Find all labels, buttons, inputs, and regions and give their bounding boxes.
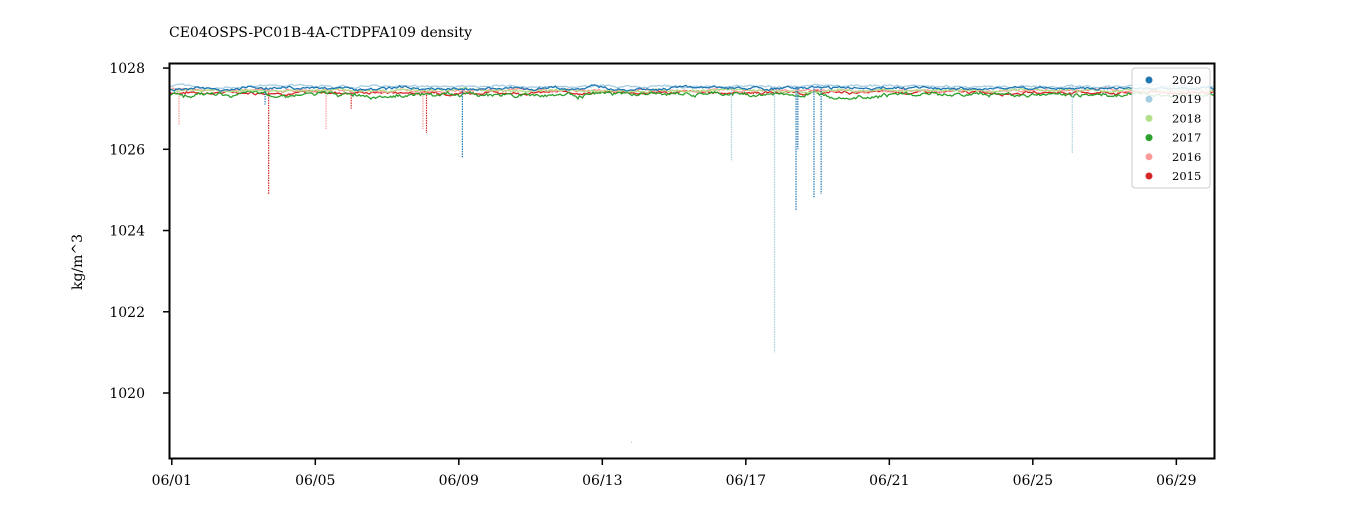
plot-frame [168,62,1216,460]
x-tick-label: 06/21 [869,473,909,489]
data-point [631,441,633,443]
y-axis: 1020 1022 1024 1026 1028 [109,61,169,402]
legend-label-2018: 2018 [1172,111,1201,125]
y-tick-label: 1020 [109,386,145,402]
legend-marker-2020 [1145,76,1153,84]
chart-title: CE04OSPS-PC01B-4A-CTDPFA109 density [169,25,472,41]
y-tick-label: 1024 [109,224,145,240]
legend-label-2016: 2016 [1172,150,1201,164]
x-tick-label: 06/13 [582,473,622,489]
legend-label-2019: 2019 [1172,92,1201,106]
x-tick-label: 06/01 [152,473,192,489]
legend-marker-2018 [1145,114,1153,122]
legend-marker-2019 [1145,95,1153,103]
y-tick-label: 1028 [109,61,145,77]
series-line-2020 [169,83,1215,92]
series-2017 [169,89,1215,101]
legend-marker-2017 [1145,134,1153,142]
legend-label-2017: 2017 [1172,131,1201,145]
x-tick-label: 06/25 [1013,473,1053,489]
x-tick-label: 06/09 [439,473,479,489]
legend-marker-2016 [1145,153,1153,161]
series-2018 [169,87,1214,94]
x-tick-label: 06/29 [1156,473,1196,489]
plot-area [169,83,1215,443]
legend-label-2020: 2020 [1172,73,1201,87]
legend-label-2015: 2015 [1172,169,1201,183]
series-2020 [169,83,1215,211]
legend-marker-2015 [1145,172,1153,180]
x-axis: 06/01 06/05 06/09 06/13 06/17 06/21 06/25 06/29 [152,459,1197,489]
series-line-2018 [169,87,1214,94]
y-tick-label: 1022 [109,305,145,321]
series-line-2017 [169,89,1215,101]
series-2019 [169,83,1215,443]
x-tick-label: 06/17 [726,473,766,489]
y-tick-label: 1026 [109,142,145,158]
series-line-2019 [169,83,1215,90]
y-axis-label: kg/m^3 [70,234,86,290]
x-tick-label: 06/05 [295,473,335,489]
legend: 2020 2019 2018 2017 2016 2015 [1131,67,1211,189]
